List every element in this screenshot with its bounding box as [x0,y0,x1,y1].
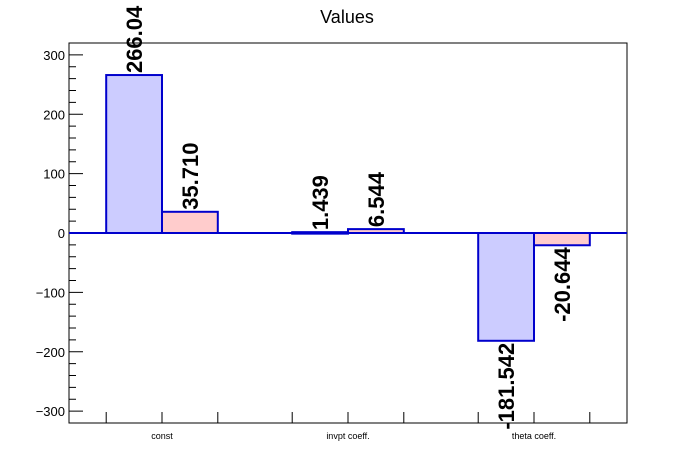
bars [105,74,591,342]
bar-value-label: 35.710 [178,143,203,210]
y-tick-label: −300 [36,404,65,419]
y-axis: −300 −200 −100 0 100 200 300 [36,42,83,424]
y-tick-label: −200 [36,345,65,360]
y-tick-label: 300 [43,48,65,63]
x-category-label: const [151,431,173,441]
data-labels: 266.04 1.439 -181.542 35.710 6.544 -20.644 [122,5,575,430]
y-tick-label: 0 [58,226,65,241]
bar [161,210,219,234]
bar-value-label: 1.439 [308,175,333,230]
y-tick-label: 100 [43,167,65,182]
x-axis: const invpt coeff. theta coeff. [105,412,591,441]
y-tick-label: 200 [43,107,65,122]
bar-value-label: -20.644 [550,247,575,322]
y-tick-label: −100 [36,285,65,300]
x-category-label: invpt coeff. [326,431,369,441]
x-category-label: theta coeff. [512,431,556,441]
bar-value-label: -181.542 [494,343,519,430]
bar-value-label: 6.544 [364,171,389,227]
bar [477,232,536,342]
chart-title: Values [320,7,374,27]
bar [105,74,163,234]
bar-value-label: 266.04 [122,5,147,73]
bar [533,232,591,247]
